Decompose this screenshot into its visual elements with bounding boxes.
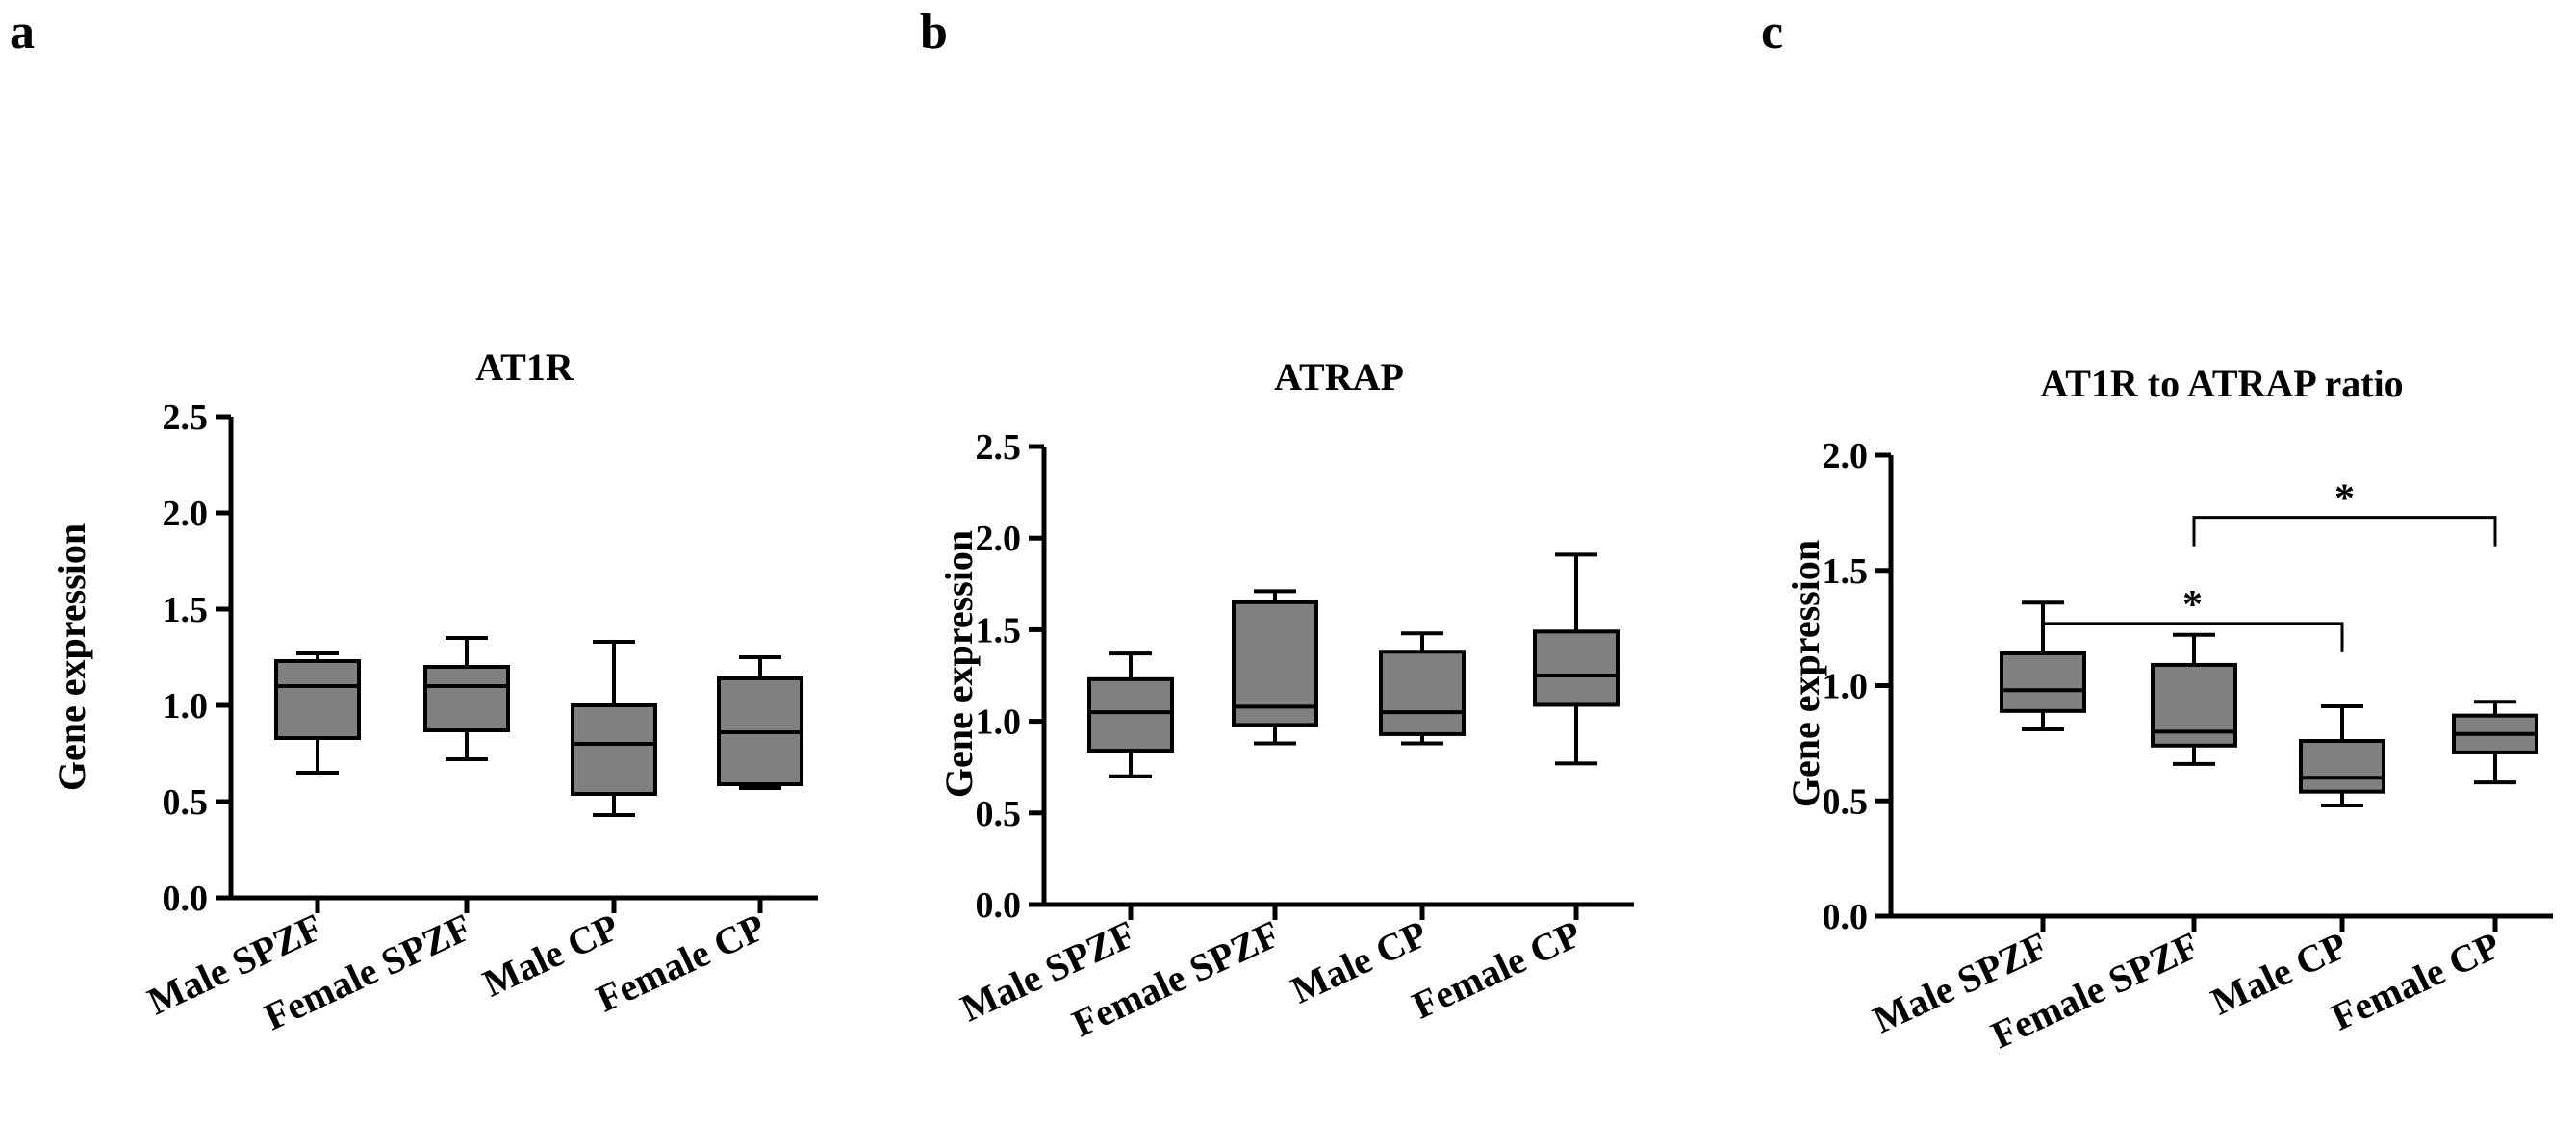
y-tick-label: 0.0: [163, 879, 209, 919]
x-tick-label: Female CP: [2325, 923, 2507, 1038]
box: [2299, 738, 2385, 794]
panel-letter-c: c: [1761, 5, 1784, 60]
significance-bracket: [2041, 622, 2344, 652]
box: [2000, 651, 2086, 713]
box: [571, 703, 657, 796]
y-tick-label: 0.5: [976, 794, 1022, 834]
y-tick-label: 0.0: [1823, 897, 1869, 937]
y-tick-label: 1.5: [1823, 551, 1869, 592]
panel-letter-a: a: [10, 5, 35, 60]
y-tick-label: 2.5: [163, 397, 209, 438]
chart-title: AT1R to ATRAP ratio: [2040, 362, 2403, 405]
box: [423, 665, 510, 732]
y-tick-label: 2.0: [1823, 436, 1869, 476]
y-tick-label: 2.0: [976, 519, 1022, 559]
y-tick-label: 2.0: [163, 494, 209, 534]
y-axis-label: Gene expression: [1784, 540, 1827, 807]
y-tick-label: 1.0: [163, 686, 209, 727]
significance-bracket: [2192, 516, 2497, 547]
y-axis-label: Gene expression: [50, 523, 93, 791]
chart-title: ATRAP: [1274, 355, 1404, 398]
y-tick-label: 0.5: [1823, 781, 1869, 822]
panel-letter-b: b: [920, 5, 948, 60]
y-tick-label: 0.0: [976, 885, 1022, 926]
y-tick-label: 1.0: [976, 702, 1022, 743]
x-tick-label: Female CP: [590, 905, 772, 1020]
y-tick-label: 1.0: [1823, 667, 1869, 707]
y-tick-label: 2.5: [976, 427, 1022, 468]
y-axis-label: Gene expression: [937, 530, 981, 798]
y-tick-label: 0.5: [163, 782, 209, 823]
box: [1232, 600, 1318, 727]
box: [1533, 629, 1620, 707]
significance-star: *: [2334, 477, 2355, 522]
significance-star: *: [2182, 583, 2203, 627]
box: [274, 659, 361, 740]
x-tick-label: Female CP: [1406, 911, 1588, 1027]
chart-title: AT1R: [475, 345, 574, 389]
y-tick-label: 1.5: [163, 590, 209, 630]
box: [1379, 650, 1466, 736]
box: [1087, 676, 1174, 753]
y-tick-label: 1.5: [976, 610, 1022, 651]
